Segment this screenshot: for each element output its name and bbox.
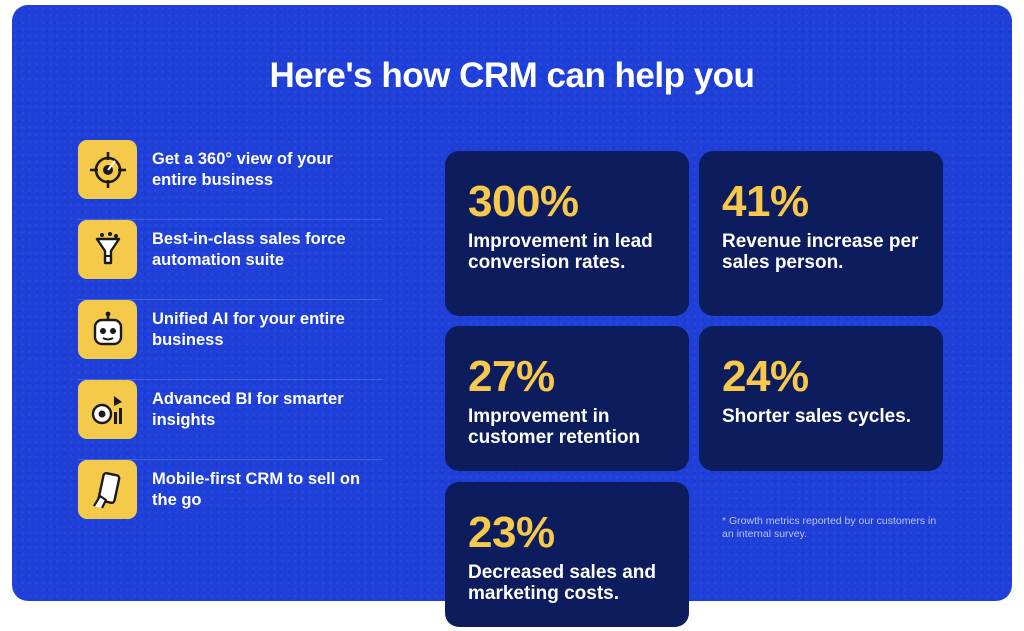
feature-list: Get a 360° view of your entire business …: [78, 140, 383, 540]
robot-icon: [78, 300, 137, 359]
feature-item: Best-in-class sales force automation sui…: [78, 220, 383, 300]
stat-value: 23%: [468, 508, 555, 557]
stat-card: 23% Decreased sales and marketing costs.: [445, 482, 689, 627]
feature-item: Advanced BI for smarter insights: [78, 380, 383, 460]
stat-value: 300%: [468, 177, 579, 226]
stat-label: Shorter sales cycles.: [722, 406, 912, 427]
funnel-icon: [78, 220, 137, 279]
stat-card: 27% Improvement in customer retention: [445, 326, 689, 471]
feature-item: Get a 360° view of your entire business: [78, 140, 383, 220]
stat-value: 27%: [468, 352, 555, 401]
stat-label: Decreased sales and marketing costs.: [468, 562, 657, 604]
stat-label: Revenue increase per sales person.: [722, 231, 919, 273]
feature-text: Get a 360° view of your entire business: [152, 150, 333, 189]
feature-item: Unified AI for your entire business: [78, 300, 383, 380]
stat-value: 41%: [722, 177, 809, 226]
mobile-icon: [78, 460, 137, 519]
target-icon: [78, 140, 137, 199]
analytics-icon: [78, 380, 137, 439]
stat-label: Improvement in lead conversion rates.: [468, 231, 653, 273]
stat-card: 41% Revenue increase per sales person.: [699, 151, 943, 316]
page-title: Here's how CRM can help you: [269, 56, 755, 95]
stat-card: 24% Shorter sales cycles.: [699, 326, 943, 471]
feature-item: Mobile-first CRM to sell on the go: [78, 460, 383, 540]
stat-card: 300% Improvement in lead conversion rate…: [445, 151, 689, 316]
stat-value: 24%: [722, 352, 809, 401]
footnote: * Growth metrics reported by our custome…: [722, 515, 937, 540]
feature-text: Mobile-first CRM to sell on the go: [152, 470, 361, 509]
feature-text: Best-in-class sales force automation sui…: [152, 230, 346, 269]
feature-text: Unified AI for your entire business: [152, 310, 345, 349]
feature-text: Advanced BI for smarter insights: [152, 390, 344, 429]
stat-label: Improvement in customer retention: [468, 406, 641, 448]
